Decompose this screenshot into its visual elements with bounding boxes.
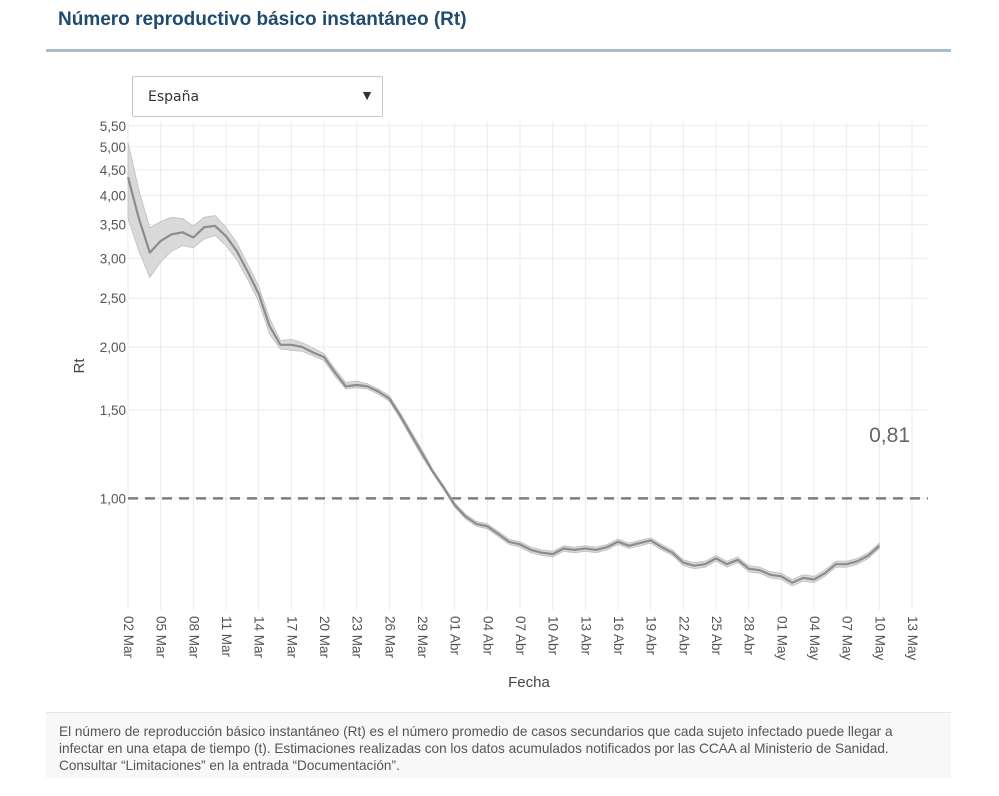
- x-tick-label: 01 Abr: [448, 616, 463, 656]
- y-tick-label: 2,00: [100, 340, 126, 355]
- x-tick-label: 28 Abr: [742, 616, 757, 656]
- x-tick-label: 29 Mar: [415, 616, 430, 659]
- x-tick-label: 01 May: [774, 616, 789, 661]
- y-tick-label: 3,50: [100, 218, 126, 233]
- x-tick-label: 13 May: [905, 616, 920, 661]
- x-tick-label: 02 Mar: [121, 616, 136, 659]
- title-divider: [46, 49, 951, 52]
- y-tick-label: 5,50: [100, 119, 126, 134]
- y-axis-title: Rt: [71, 358, 88, 374]
- last-value-label: 0,81: [869, 424, 910, 447]
- x-tick-label: 22 Abr: [676, 616, 691, 656]
- y-tick-label: 3,00: [100, 251, 126, 266]
- y-tick-label: 5,00: [100, 140, 126, 155]
- region-select[interactable]: España ▼: [132, 76, 383, 117]
- y-tick-label: 1,50: [100, 403, 126, 418]
- y-tick-label: 4,50: [100, 163, 126, 178]
- x-tick-label: 17 Mar: [284, 616, 299, 659]
- y-tick-label: 2,50: [100, 291, 126, 306]
- rt-chart: 02 Mar 05 Mar 08 Mar 11 Mar 14 Mar 17 Mar 20 M…: [71, 119, 928, 691]
- x-axis-title: Fecha: [508, 674, 550, 691]
- y-tick-label: 1,00: [100, 491, 126, 506]
- rt-series-line: [126, 176, 881, 584]
- y-tick-label: 4,00: [100, 189, 126, 204]
- x-tick-label: 07 Abr: [513, 616, 528, 656]
- x-tick-label: 10 May: [872, 616, 887, 661]
- x-tick-label: 04 May: [807, 616, 822, 661]
- x-tick-label: 19 Abr: [644, 616, 659, 656]
- region-select-value: España: [148, 89, 200, 105]
- x-tick-label: 20 Mar: [317, 616, 332, 659]
- x-tick-label: 23 Mar: [350, 616, 365, 659]
- x-tick-label: 04 Abr: [480, 616, 495, 656]
- x-tick-label: 25 Abr: [709, 616, 724, 656]
- x-tick-label: 07 May: [840, 616, 855, 661]
- x-tick-label: 13 Abr: [578, 616, 593, 656]
- x-tick-label: 05 Mar: [154, 616, 169, 659]
- confidence-band: [127, 142, 880, 587]
- x-tick-label: 14 Mar: [252, 616, 267, 659]
- page-title: Número reproductivo básico instantáneo (…: [58, 9, 467, 30]
- x-tick-label: 16 Abr: [611, 616, 626, 656]
- chevron-down-icon: ▼: [360, 87, 374, 103]
- x-tick-label: 26 Mar: [382, 616, 397, 659]
- x-tick-label: 11 Mar: [219, 616, 234, 658]
- x-tick-label: 08 Mar: [186, 616, 201, 659]
- x-tick-label: 10 Abr: [546, 616, 561, 656]
- footnote: El número de reproducción básico instant…: [46, 712, 951, 778]
